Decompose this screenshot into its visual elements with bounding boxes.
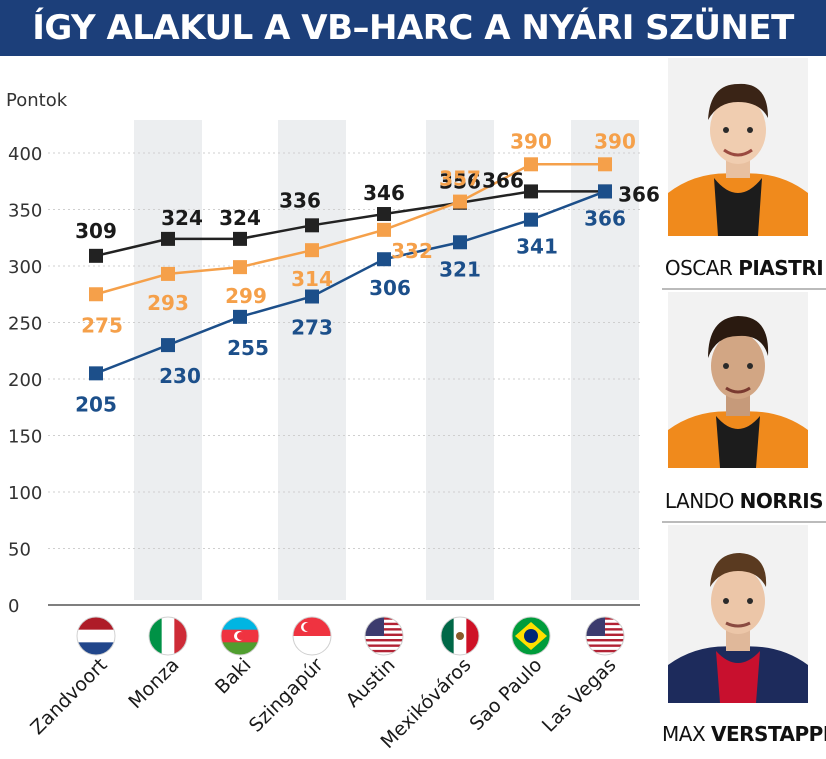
data-point [377, 207, 391, 222]
x-tick-label: Las Vegas [538, 654, 621, 737]
flag-usa-icon [585, 616, 625, 656]
series-line [95, 190, 606, 375]
points-chart: 0 50 100 150 200 250 300 350 400 Pontok 309 324 32… [6, 90, 660, 753]
x-tick-label: Sao Paulo [466, 654, 547, 735]
y-tick-label: 200 [8, 370, 42, 391]
data-label: 390 [594, 129, 636, 153]
flag-netherlands-icon [76, 616, 116, 656]
data-label: 309 [75, 219, 117, 243]
oscar-piastri-photo [668, 58, 808, 236]
data-label: 321 [439, 257, 481, 281]
data-label: 205 [75, 392, 117, 416]
driver-name-norris: LANDO NORRIS [664, 489, 824, 513]
data-point [305, 218, 319, 233]
data-point [453, 194, 467, 209]
data-point [377, 222, 391, 237]
flag-singapore-icon [292, 616, 332, 656]
data-label: 346 [363, 181, 405, 205]
data-point [89, 248, 103, 263]
y-tick-label: 350 [8, 201, 42, 222]
data-point [161, 231, 175, 246]
data-label: 324 [219, 206, 261, 230]
flag-brazil-icon [511, 616, 551, 656]
y-tick-label: 250 [8, 314, 42, 335]
data-label: 356 [439, 170, 481, 194]
data-label: 306 [369, 276, 411, 300]
y-tick-label: 300 [8, 257, 42, 278]
y-tick-label: 50 [8, 540, 31, 561]
data-point [524, 184, 538, 199]
data-point [161, 338, 175, 353]
column-band [134, 120, 202, 600]
data-point [89, 287, 103, 302]
data-point [453, 235, 467, 250]
data-label: 293 [147, 291, 189, 315]
data-label: 255 [227, 336, 269, 360]
data-label: 341 [516, 235, 558, 259]
data-label: 357 [439, 167, 481, 191]
data-point [598, 184, 612, 199]
series-line [95, 190, 605, 258]
y-tick-label: 400 [8, 144, 42, 165]
data-point [305, 243, 319, 258]
data-point [524, 212, 538, 227]
data-label: 366 [482, 168, 524, 192]
data-label: 390 [510, 129, 552, 153]
data-point [524, 157, 538, 172]
data-label: 230 [159, 364, 201, 388]
data-label: 366 [584, 206, 626, 230]
data-point [377, 252, 391, 267]
driver-name-verstappen: MAX VERSTAPPEN [662, 722, 826, 746]
flag-usa-icon [364, 616, 404, 656]
x-tick-label: Zandvoort [26, 654, 111, 739]
data-label: 336 [279, 188, 321, 212]
data-label: 324 [161, 206, 203, 230]
flag-mexico-icon [440, 616, 480, 656]
x-tick-label: Szingapúr [245, 654, 328, 737]
flag-azerbaijan-icon [220, 616, 260, 656]
page-title: ÍGY ALAKUL A VB–HARC A NYÁRI SZÜNET ÓTA [32, 8, 794, 104]
x-tick-label: Monza [124, 654, 183, 713]
data-label: 332 [391, 239, 433, 263]
data-label: 314 [291, 267, 333, 291]
y-axis-label: Pontok [6, 90, 68, 111]
data-label: 299 [225, 284, 267, 308]
driver-separator [662, 521, 826, 523]
x-tick-label: Baki [211, 654, 256, 699]
column-band [278, 120, 346, 600]
lando-norris-photo [668, 292, 808, 468]
data-point [161, 266, 175, 281]
max-verstappen-photo [668, 525, 808, 703]
data-label: 273 [291, 316, 333, 340]
y-tick-label: 100 [8, 483, 42, 504]
data-point [89, 366, 103, 381]
data-label: 275 [81, 313, 123, 337]
data-point [305, 289, 319, 304]
data-point [598, 157, 612, 172]
data-point [233, 309, 247, 324]
data-label: 366 [618, 182, 660, 206]
data-point [233, 231, 247, 246]
y-tick-label: 150 [8, 427, 42, 448]
driver-name-piastri: OSCAR PIASTRI [664, 256, 824, 280]
x-tick-label: Austin [342, 654, 400, 712]
series-line [95, 163, 605, 296]
data-point [233, 260, 247, 275]
driver-separator [662, 288, 826, 290]
y-tick-label: 0 [8, 596, 19, 617]
title-bar: ÍGY ALAKUL A VB–HARC A NYÁRI SZÜNET ÓTA [0, 0, 826, 104]
flag-italy-icon [148, 616, 188, 656]
